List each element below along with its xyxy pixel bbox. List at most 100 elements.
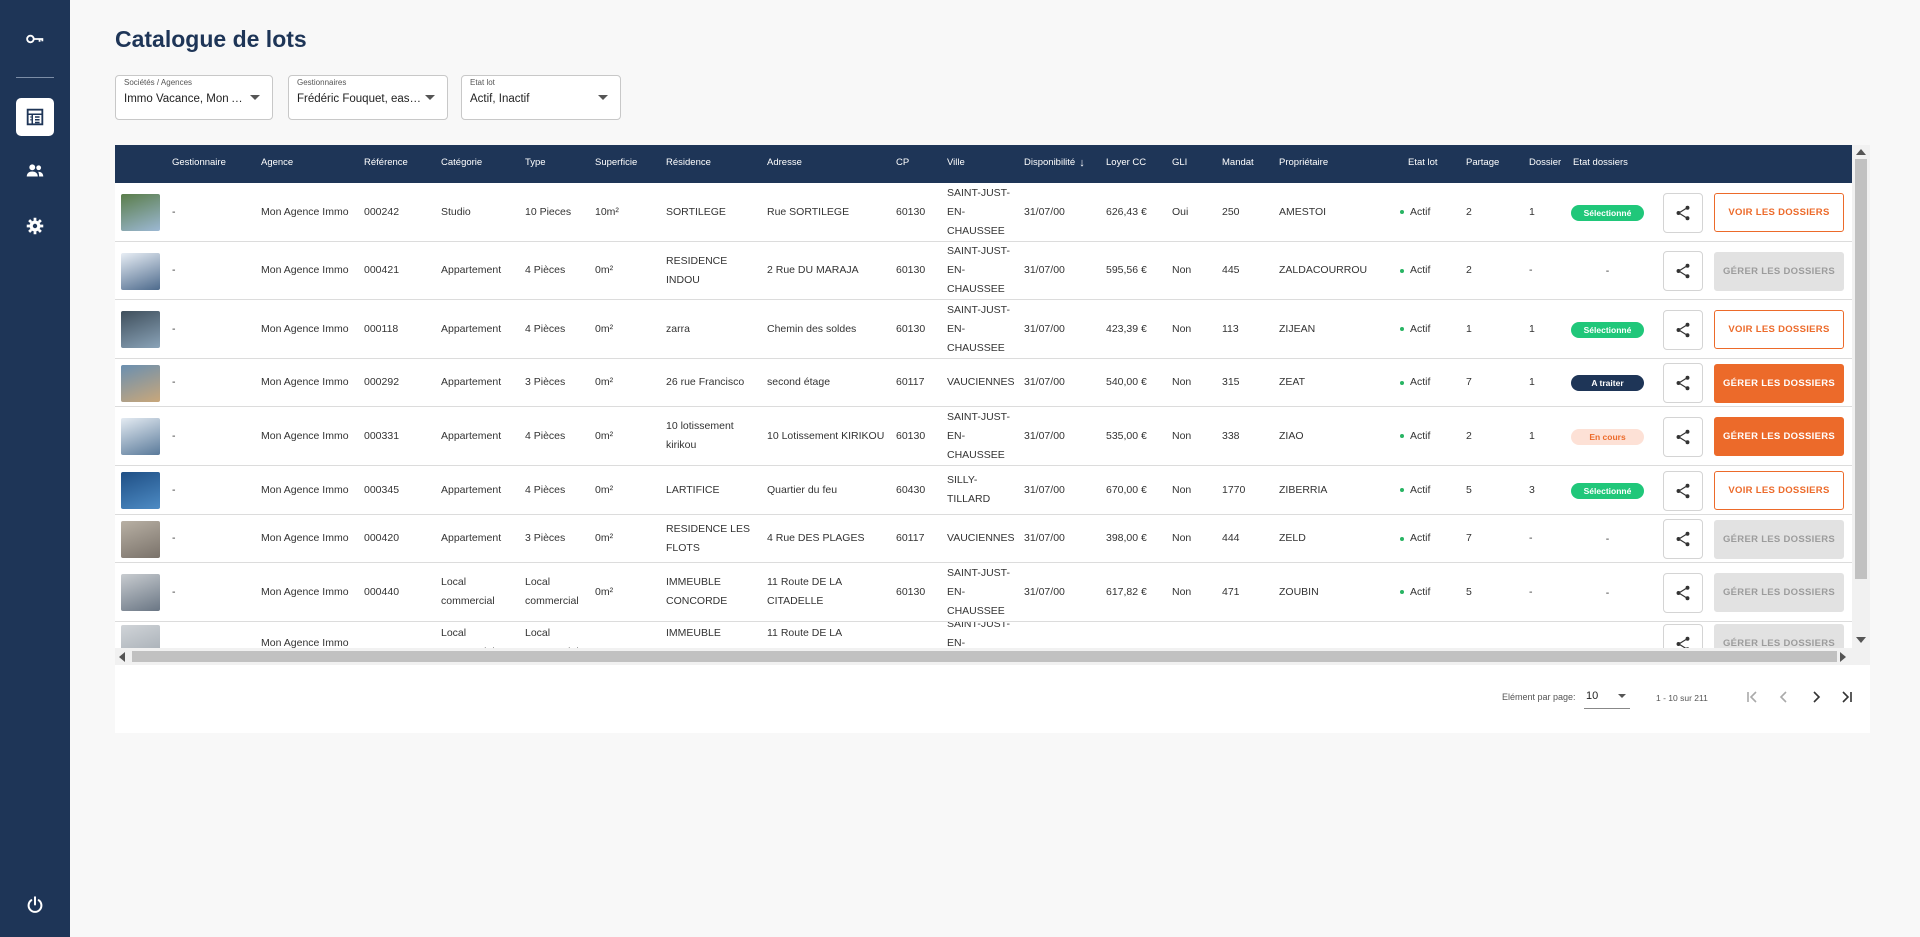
cell-ville-text: SAINT-JUST-EN-CHAUSSEE xyxy=(947,410,1011,461)
table-row[interactable]: - Mon Agence Immo 000421 Appartement 4 Pièce… xyxy=(115,242,1852,300)
logout-button[interactable] xyxy=(16,886,54,924)
col-superficie[interactable]: Superficie xyxy=(595,157,638,168)
status-badge: En cours xyxy=(1571,429,1644,445)
cell-categorie-text: Appartement xyxy=(441,322,502,335)
voir-dossiers-button[interactable]: VOIR LES DOSSIERS xyxy=(1714,310,1844,349)
cell-loyer: 670,00 € xyxy=(1106,466,1166,514)
filter-etat-lot[interactable]: Etat lot Actif, Inactif xyxy=(461,75,621,120)
gerer-dossiers-button[interactable]: GÉRER LES DOSSIERS xyxy=(1714,252,1844,291)
vertical-scroll-thumb[interactable] xyxy=(1855,159,1867,579)
table-row[interactable]: - Mon Agence Immo 000242 Studio 10 Pieces 10m… xyxy=(115,183,1852,242)
cell-proprietaire: ZOUBIN xyxy=(1279,563,1399,621)
status-dot-icon xyxy=(1400,268,1404,273)
col-adresse[interactable]: Adresse xyxy=(767,157,802,168)
table-row[interactable]: - Mon Agence Immo 000440 Local commercial Lo… xyxy=(115,563,1852,622)
previous-page-button[interactable] xyxy=(1774,687,1794,707)
next-page-button[interactable] xyxy=(1806,687,1826,707)
cell-ville-text: SAINT-JUST-EN-CHAUSSEE xyxy=(947,303,1011,354)
vertical-scrollbar[interactable] xyxy=(1852,145,1870,665)
col-gli[interactable]: GLI xyxy=(1172,157,1188,168)
share-button[interactable] xyxy=(1663,310,1703,350)
col-ville[interactable]: Ville xyxy=(947,157,965,168)
cell-superficie-text: 0m² xyxy=(595,483,614,496)
scroll-right-icon[interactable] xyxy=(1840,652,1846,662)
col-proprietaire[interactable]: Propriétaire xyxy=(1279,157,1329,168)
share-button[interactable] xyxy=(1663,251,1703,291)
horizontal-scrollbar[interactable] xyxy=(115,648,1870,665)
gerer-dossiers-button[interactable]: GÉRER LES DOSSIERS xyxy=(1714,573,1844,612)
share-button[interactable] xyxy=(1663,193,1703,233)
per-page-select[interactable]: 10 xyxy=(1584,685,1630,709)
cell-partage-text: 5 xyxy=(1466,585,1472,598)
per-page-label: Elément par page: xyxy=(1502,692,1576,702)
cell-superficie-text: 0m² xyxy=(595,532,614,544)
col-etat-dossiers[interactable]: Etat dossiers xyxy=(1573,157,1628,168)
cell-reference: 000331 xyxy=(364,407,434,465)
col-reference[interactable]: Référence xyxy=(364,157,408,168)
gerer-dossiers-button[interactable]: GÉRER LES DOSSIERS xyxy=(1714,417,1844,456)
nav-item-settings[interactable] xyxy=(16,207,54,245)
cell-partage-text: 1 xyxy=(1466,322,1472,335)
cell-ville-text: VAUCIENNES xyxy=(947,376,1015,388)
status-badge: A traiter xyxy=(1571,375,1644,391)
nav-item-lots[interactable] xyxy=(16,98,54,136)
cell-loyer-text: 540,00 € xyxy=(1106,376,1147,388)
cell-cp-text: 60430 xyxy=(896,483,926,496)
col-mandat[interactable]: Mandat xyxy=(1222,157,1254,168)
cell-categorie: Appartement xyxy=(441,242,521,299)
col-type[interactable]: Type xyxy=(525,157,546,168)
scroll-left-icon[interactable] xyxy=(119,652,125,662)
col-etat-lot[interactable]: Etat lot xyxy=(1408,157,1438,168)
share-button[interactable] xyxy=(1663,573,1703,613)
col-gestionnaire[interactable]: Gestionnaire xyxy=(172,157,226,168)
scroll-down-icon[interactable] xyxy=(1856,637,1866,643)
cell-gli-text: Non xyxy=(1172,532,1192,544)
col-residence[interactable]: Résidence xyxy=(666,157,711,168)
table-row[interactable]: - Mon Agence Immo 000345 Appartement 4 Pièce… xyxy=(115,466,1852,515)
col-categorie[interactable]: Catégorie xyxy=(441,157,483,168)
share-button[interactable] xyxy=(1663,519,1703,559)
cell-adresse-text: Rue SORTILEGE xyxy=(767,205,850,218)
col-dossier[interactable]: Dossier xyxy=(1529,157,1562,168)
gerer-dossiers-button[interactable]: GÉRER LES DOSSIERS xyxy=(1714,520,1844,559)
last-page-button[interactable] xyxy=(1837,687,1857,707)
share-icon xyxy=(1676,531,1690,547)
scroll-up-icon[interactable] xyxy=(1856,149,1866,155)
cell-disponibilite-text: 31/07/00 xyxy=(1024,205,1065,218)
voir-dossiers-button[interactable]: VOIR LES DOSSIERS xyxy=(1714,471,1844,510)
share-button[interactable] xyxy=(1663,471,1703,511)
cell-adresse: 2 Rue DU MARAJA xyxy=(767,242,887,299)
table-row[interactable]: - Mon Agence Immo 000420 Appartement 3 Pièce… xyxy=(115,515,1852,563)
table-row[interactable]: - Mon Agence Immo 000292 Appartement 3 Pièce… xyxy=(115,359,1852,407)
filter-gestionnaires[interactable]: Gestionnaires Frédéric Fouquet, easy... xyxy=(288,75,448,120)
cell-adresse-text: Quartier du feu xyxy=(767,483,838,496)
col-partage[interactable]: Partage xyxy=(1466,157,1500,168)
cell-cp: 60117 xyxy=(896,359,941,406)
filter-agences[interactable]: Sociétés / Agences Immo Vacance, Mon Age… xyxy=(115,75,273,120)
col-agence[interactable]: Agence xyxy=(261,157,294,168)
arrow-down-icon: ↓ xyxy=(1079,157,1085,169)
col-loyer[interactable]: Loyer CC xyxy=(1106,157,1147,168)
voir-dossiers-button[interactable]: VOIR LES DOSSIERS xyxy=(1714,193,1844,232)
gear-icon xyxy=(26,217,44,235)
table-row[interactable]: - Mon Agence Immo 000331 Appartement 4 Pièce… xyxy=(115,407,1852,466)
share-button[interactable] xyxy=(1663,417,1703,457)
cell-type-text: 4 Pièces xyxy=(525,264,566,276)
col-disponibilite[interactable]: Disponibilité ↓ xyxy=(1024,157,1085,169)
first-page-button[interactable] xyxy=(1742,687,1762,707)
cell-cp: 60130 xyxy=(896,407,941,465)
table-row[interactable]: - Mon Agence Immo 000118 Appartement 4 Pièce… xyxy=(115,300,1852,359)
nav-item-users[interactable] xyxy=(16,152,54,190)
cell-partage: 2 xyxy=(1466,407,1506,465)
horizontal-scroll-thumb[interactable] xyxy=(132,651,1837,662)
gerer-dossiers-button[interactable]: GÉRER LES DOSSIERS xyxy=(1714,364,1844,403)
cell-adresse-text: 10 Lotissement KIRIKOU xyxy=(767,429,885,442)
cell-disponibilite: 31/07/00 xyxy=(1024,242,1094,299)
col-cp[interactable]: CP xyxy=(896,157,910,168)
cell-etat-lot-text: Actif xyxy=(1410,205,1431,218)
cell-cp-text: 60117 xyxy=(896,532,925,544)
cell-gli: Oui xyxy=(1172,183,1217,241)
cell-gestionnaire-text: - xyxy=(172,376,176,388)
share-button[interactable] xyxy=(1663,363,1703,403)
nav-item-keys[interactable] xyxy=(16,20,54,58)
